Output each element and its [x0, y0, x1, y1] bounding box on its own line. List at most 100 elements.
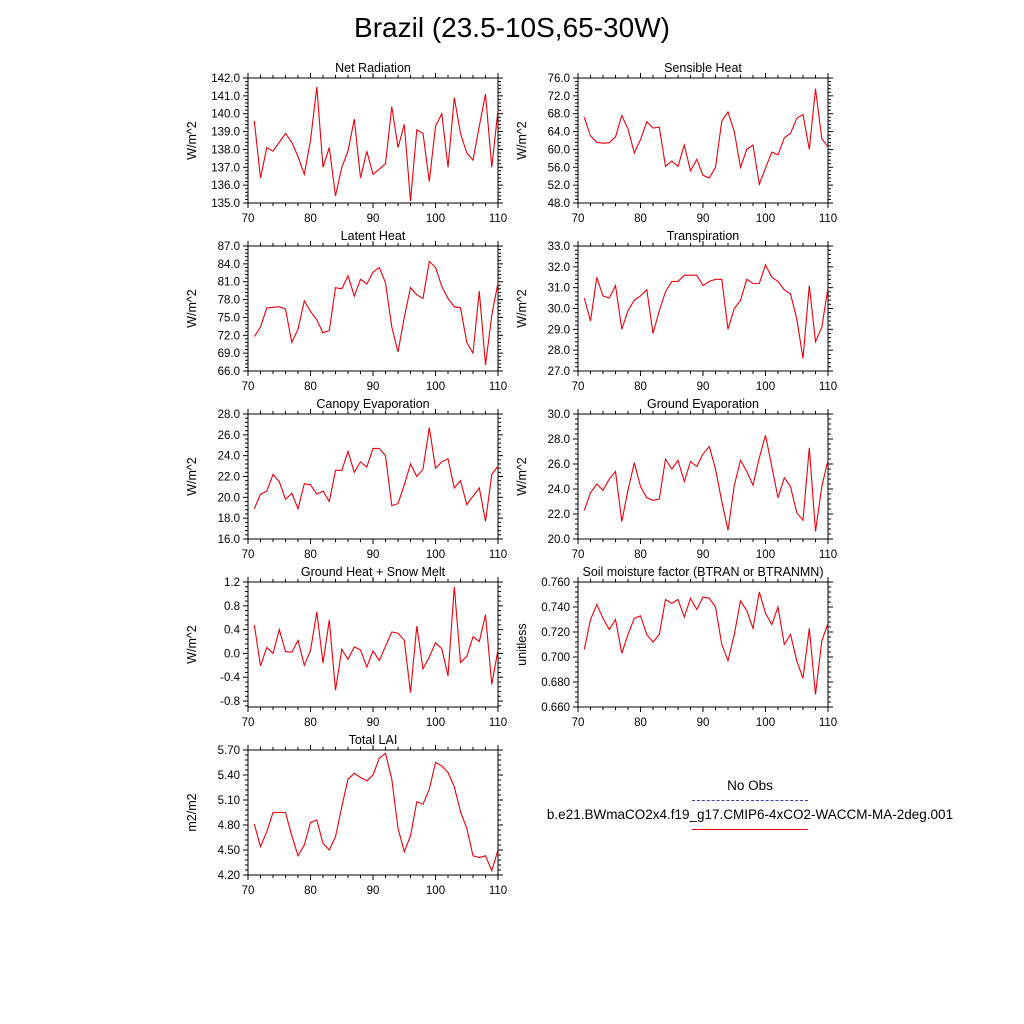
y-tick-label: 0.700 [541, 652, 570, 664]
plot-frame [247, 413, 499, 540]
x-tick-label: 100 [756, 381, 775, 393]
series-line [253, 260, 499, 366]
x-tick-label: 90 [367, 885, 380, 897]
x-tick-label: 110 [489, 885, 507, 897]
y-tick-label: 135.0 [211, 198, 240, 210]
x-tick-label: 100 [756, 213, 775, 225]
y-tick-label: 29.0 [548, 324, 570, 336]
y-tick-label: 0.740 [541, 602, 570, 614]
chart-panel: Latent Heat W/m^2 70 80 90 100 110 66.0 69.0 72.0… [185, 229, 507, 393]
legend-obs-line [692, 800, 808, 801]
y-tick-label: -0.8 [220, 696, 240, 708]
figure-title: Brazil (23.5-10S,65-30W) [354, 12, 670, 43]
y-tick-label: 1.2 [224, 577, 240, 589]
y-tick-label: 48.0 [548, 198, 570, 210]
y-tick-label: 5.10 [218, 795, 240, 807]
y-tick-label: 0.0 [224, 648, 240, 660]
panel-title: Canopy Evaporation [316, 397, 429, 411]
series-line [253, 586, 499, 693]
y-tick-label: 66.0 [218, 366, 240, 378]
y-tick-label: 33.0 [548, 241, 570, 253]
x-tick-label: 80 [634, 549, 647, 561]
panel-title: Net Radiation [335, 61, 411, 75]
y-axis-label: W/m^2 [185, 625, 199, 664]
plot-frame [577, 581, 829, 708]
y-tick-label: 22.0 [548, 509, 570, 521]
y-tick-label: 4.50 [218, 845, 240, 857]
x-tick-label: 70 [572, 717, 585, 729]
y-tick-label: 72.0 [548, 91, 570, 103]
y-axis-label: W/m^2 [185, 457, 199, 496]
plot-frame [577, 245, 829, 372]
panel-title: Sensible Heat [664, 61, 742, 75]
x-tick-label: 100 [426, 213, 445, 225]
panel-title: Latent Heat [341, 229, 406, 243]
y-tick-label: 140.0 [211, 109, 240, 121]
x-tick-label: 100 [426, 717, 445, 729]
y-axis-label: W/m^2 [515, 121, 529, 160]
y-tick-label: 4.80 [218, 820, 240, 832]
x-tick-label: 90 [367, 549, 380, 561]
x-tick-label: 70 [242, 885, 255, 897]
y-tick-label: 20.0 [218, 492, 240, 504]
x-tick-label: 80 [634, 213, 647, 225]
legend-model-label: b.e21.BWmaCO2x4.f19_g17.CMIP6-4xCO2-WACC… [546, 807, 954, 822]
panel-title: Ground Evaporation [647, 397, 759, 411]
y-tick-label: 60.0 [548, 144, 570, 156]
y-tick-label: 69.0 [218, 348, 240, 360]
y-tick-label: 28.0 [548, 434, 570, 446]
y-tick-label: 0.760 [541, 577, 570, 589]
y-tick-label: 4.20 [218, 870, 240, 882]
y-tick-label: 52.0 [548, 180, 570, 192]
x-tick-label: 80 [304, 885, 317, 897]
x-tick-label: 90 [697, 549, 710, 561]
y-tick-label: 84.0 [218, 259, 240, 271]
y-tick-label: 75.0 [218, 312, 240, 324]
x-tick-label: 70 [242, 213, 255, 225]
y-tick-label: 22.0 [218, 472, 240, 484]
y-tick-label: 87.0 [218, 241, 240, 253]
x-tick-label: 100 [426, 549, 445, 561]
y-axis-label: W/m^2 [515, 289, 529, 328]
y-tick-label: 31.0 [548, 283, 570, 295]
x-tick-label: 90 [367, 717, 380, 729]
y-axis-label: unitless [515, 623, 529, 665]
chart-panel: Canopy Evaporation W/m^2 70 80 90 100 110 16.0 1… [185, 397, 507, 561]
y-tick-label: 5.70 [218, 745, 240, 757]
y-tick-label: 30.0 [548, 304, 570, 316]
y-tick-label: 78.0 [218, 295, 240, 307]
y-tick-label: 28.0 [548, 345, 570, 357]
x-tick-label: 70 [242, 381, 255, 393]
y-tick-label: 0.680 [541, 677, 570, 689]
x-tick-label: 70 [572, 549, 585, 561]
x-tick-label: 100 [756, 549, 775, 561]
y-tick-label: 56.0 [548, 162, 570, 174]
y-tick-label: -0.4 [220, 672, 240, 684]
y-tick-label: 30.0 [548, 409, 570, 421]
chart-panel: Net Radiation W/m^2 70 80 90 100 110 135.0 136.0… [185, 61, 507, 225]
y-tick-label: 138.0 [211, 144, 240, 156]
chart-panel: Transpiration W/m^2 70 80 90 100 110 27.0 28.0 29… [515, 229, 837, 393]
chart-panel: Ground Evaporation W/m^2 70 80 90 100 110 20.0 2… [515, 397, 837, 561]
x-tick-label: 80 [304, 213, 317, 225]
y-axis-label: W/m^2 [185, 121, 199, 160]
y-tick-label: 26.0 [548, 459, 570, 471]
series-line [583, 88, 829, 187]
y-axis-label: W/m^2 [185, 289, 199, 328]
series-line [253, 86, 499, 202]
y-tick-label: 64.0 [548, 127, 570, 139]
y-tick-label: 0.660 [541, 702, 570, 714]
plot-frame [247, 77, 499, 204]
x-tick-label: 70 [242, 717, 255, 729]
y-tick-label: 136.0 [211, 180, 240, 192]
x-tick-label: 80 [304, 717, 317, 729]
x-tick-label: 80 [634, 381, 647, 393]
y-tick-label: 76.0 [548, 73, 570, 85]
y-tick-label: 141.0 [211, 91, 240, 103]
y-tick-label: 27.0 [548, 366, 570, 378]
x-tick-label: 70 [572, 381, 585, 393]
x-tick-label: 90 [697, 717, 710, 729]
legend-obs-label: No Obs [727, 778, 773, 793]
x-tick-label: 80 [304, 381, 317, 393]
x-tick-label: 110 [489, 381, 507, 393]
